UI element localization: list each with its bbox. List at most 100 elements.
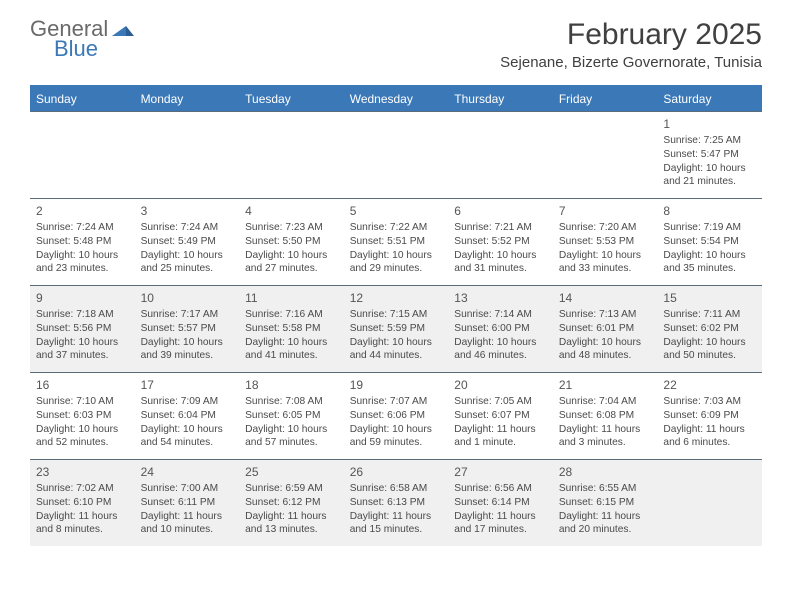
sunset-line: Sunset: 5:52 PM xyxy=(454,235,547,249)
sunrise-line: Sunrise: 7:22 AM xyxy=(350,221,443,235)
calendar-week: 1Sunrise: 7:25 AMSunset: 5:47 PMDaylight… xyxy=(30,111,762,198)
empty-cell xyxy=(553,112,658,198)
sunrise-line: Sunrise: 7:03 AM xyxy=(663,395,756,409)
day-cell: 26Sunrise: 6:58 AMSunset: 6:13 PMDayligh… xyxy=(344,460,449,546)
day-number: 13 xyxy=(454,290,547,306)
daylight-line: Daylight: 11 hours and 8 minutes. xyxy=(36,510,129,538)
calendar: Sunday Monday Tuesday Wednesday Thursday… xyxy=(30,85,762,546)
sunrise-line: Sunrise: 7:21 AM xyxy=(454,221,547,235)
sunset-line: Sunset: 6:13 PM xyxy=(350,496,443,510)
sunrise-line: Sunrise: 7:18 AM xyxy=(36,308,129,322)
sunset-line: Sunset: 6:05 PM xyxy=(245,409,338,423)
day-cell: 18Sunrise: 7:08 AMSunset: 6:05 PMDayligh… xyxy=(239,373,344,459)
sunrise-line: Sunrise: 6:58 AM xyxy=(350,482,443,496)
day-number: 24 xyxy=(141,464,234,480)
sunset-line: Sunset: 5:50 PM xyxy=(245,235,338,249)
sunrise-line: Sunrise: 7:15 AM xyxy=(350,308,443,322)
sunrise-line: Sunrise: 7:25 AM xyxy=(663,134,756,148)
sunrise-line: Sunrise: 7:23 AM xyxy=(245,221,338,235)
daylight-line: Daylight: 10 hours and 50 minutes. xyxy=(663,336,756,364)
daylight-line: Daylight: 10 hours and 31 minutes. xyxy=(454,249,547,277)
sunrise-line: Sunrise: 7:05 AM xyxy=(454,395,547,409)
sunrise-line: Sunrise: 7:08 AM xyxy=(245,395,338,409)
calendar-week: 2Sunrise: 7:24 AMSunset: 5:48 PMDaylight… xyxy=(30,198,762,285)
sunrise-line: Sunrise: 7:00 AM xyxy=(141,482,234,496)
daylight-line: Daylight: 10 hours and 29 minutes. xyxy=(350,249,443,277)
dow-wed: Wednesday xyxy=(344,87,449,111)
sunset-line: Sunset: 6:10 PM xyxy=(36,496,129,510)
dow-sat: Saturday xyxy=(657,87,762,111)
day-number: 27 xyxy=(454,464,547,480)
sunrise-line: Sunrise: 7:24 AM xyxy=(141,221,234,235)
calendar-week: 23Sunrise: 7:02 AMSunset: 6:10 PMDayligh… xyxy=(30,459,762,546)
day-cell: 12Sunrise: 7:15 AMSunset: 5:59 PMDayligh… xyxy=(344,286,449,372)
day-of-week-header: Sunday Monday Tuesday Wednesday Thursday… xyxy=(30,87,762,111)
sunset-line: Sunset: 5:56 PM xyxy=(36,322,129,336)
sunset-line: Sunset: 6:01 PM xyxy=(559,322,652,336)
day-number: 19 xyxy=(350,377,443,393)
sunset-line: Sunset: 5:58 PM xyxy=(245,322,338,336)
daylight-line: Daylight: 10 hours and 37 minutes. xyxy=(36,336,129,364)
sunrise-line: Sunrise: 6:55 AM xyxy=(559,482,652,496)
day-number: 1 xyxy=(663,116,756,132)
sunrise-line: Sunrise: 7:16 AM xyxy=(245,308,338,322)
daylight-line: Daylight: 10 hours and 33 minutes. xyxy=(559,249,652,277)
daylight-line: Daylight: 10 hours and 23 minutes. xyxy=(36,249,129,277)
day-cell: 6 Sunrise: 7:21 AMSunset: 5:52 PMDaylight… xyxy=(448,199,553,285)
day-cell: 16Sunrise: 7:10 AMSunset: 6:03 PMDayligh… xyxy=(30,373,135,459)
day-number: 17 xyxy=(141,377,234,393)
sunrise-line: Sunrise: 7:04 AM xyxy=(559,395,652,409)
day-cell: 24Sunrise: 7:00 AMSunset: 6:11 PMDayligh… xyxy=(135,460,240,546)
sunset-line: Sunset: 6:02 PM xyxy=(663,322,756,336)
day-number: 23 xyxy=(36,464,129,480)
day-cell: 21Sunrise: 7:04 AMSunset: 6:08 PMDayligh… xyxy=(553,373,658,459)
daylight-line: Daylight: 10 hours and 46 minutes. xyxy=(454,336,547,364)
day-cell: 2Sunrise: 7:24 AMSunset: 5:48 PMDaylight… xyxy=(30,199,135,285)
day-number: 15 xyxy=(663,290,756,306)
sunset-line: Sunset: 5:54 PM xyxy=(663,235,756,249)
day-number: 9 xyxy=(36,290,129,306)
day-number: 21 xyxy=(559,377,652,393)
daylight-line: Daylight: 10 hours and 39 minutes. xyxy=(141,336,234,364)
day-cell: 13Sunrise: 7:14 AMSunset: 6:00 PMDayligh… xyxy=(448,286,553,372)
day-cell: 4 Sunrise: 7:23 AMSunset: 5:50 PMDaylight… xyxy=(239,199,344,285)
day-number: 22 xyxy=(663,377,756,393)
daylight-line: Daylight: 10 hours and 44 minutes. xyxy=(350,336,443,364)
sunset-line: Sunset: 5:49 PM xyxy=(141,235,234,249)
daylight-line: Daylight: 11 hours and 1 minute. xyxy=(454,423,547,451)
day-number: 2 xyxy=(36,203,129,219)
sunrise-line: Sunrise: 6:56 AM xyxy=(454,482,547,496)
day-cell: 14Sunrise: 7:13 AMSunset: 6:01 PMDayligh… xyxy=(553,286,658,372)
day-cell: 10Sunrise: 7:17 AMSunset: 5:57 PMDayligh… xyxy=(135,286,240,372)
sunrise-line: Sunrise: 6:59 AM xyxy=(245,482,338,496)
sunset-line: Sunset: 6:14 PM xyxy=(454,496,547,510)
sunset-line: Sunset: 5:51 PM xyxy=(350,235,443,249)
day-number: 20 xyxy=(454,377,547,393)
empty-cell xyxy=(344,112,449,198)
day-number: 16 xyxy=(36,377,129,393)
sunset-line: Sunset: 6:09 PM xyxy=(663,409,756,423)
day-number: 4 xyxy=(245,203,338,219)
day-cell: 15Sunrise: 7:11 AMSunset: 6:02 PMDayligh… xyxy=(657,286,762,372)
day-number: 10 xyxy=(141,290,234,306)
sunset-line: Sunset: 6:08 PM xyxy=(559,409,652,423)
empty-cell xyxy=(657,460,762,546)
daylight-line: Daylight: 10 hours and 25 minutes. xyxy=(141,249,234,277)
day-number: 6 xyxy=(454,203,547,219)
sunrise-line: Sunrise: 7:24 AM xyxy=(36,221,129,235)
daylight-line: Daylight: 11 hours and 13 minutes. xyxy=(245,510,338,538)
day-cell: 8Sunrise: 7:19 AMSunset: 5:54 PMDaylight… xyxy=(657,199,762,285)
brand-logo: General Blue xyxy=(30,18,134,60)
sunset-line: Sunset: 6:07 PM xyxy=(454,409,547,423)
day-cell: 11Sunrise: 7:16 AMSunset: 5:58 PMDayligh… xyxy=(239,286,344,372)
day-number: 3 xyxy=(141,203,234,219)
daylight-line: Daylight: 10 hours and 27 minutes. xyxy=(245,249,338,277)
daylight-line: Daylight: 10 hours and 48 minutes. xyxy=(559,336,652,364)
sunset-line: Sunset: 5:53 PM xyxy=(559,235,652,249)
day-number: 8 xyxy=(663,203,756,219)
sunset-line: Sunset: 6:03 PM xyxy=(36,409,129,423)
daylight-line: Daylight: 11 hours and 20 minutes. xyxy=(559,510,652,538)
sunset-line: Sunset: 5:47 PM xyxy=(663,148,756,162)
day-cell: 23Sunrise: 7:02 AMSunset: 6:10 PMDayligh… xyxy=(30,460,135,546)
day-cell: 22Sunrise: 7:03 AMSunset: 6:09 PMDayligh… xyxy=(657,373,762,459)
